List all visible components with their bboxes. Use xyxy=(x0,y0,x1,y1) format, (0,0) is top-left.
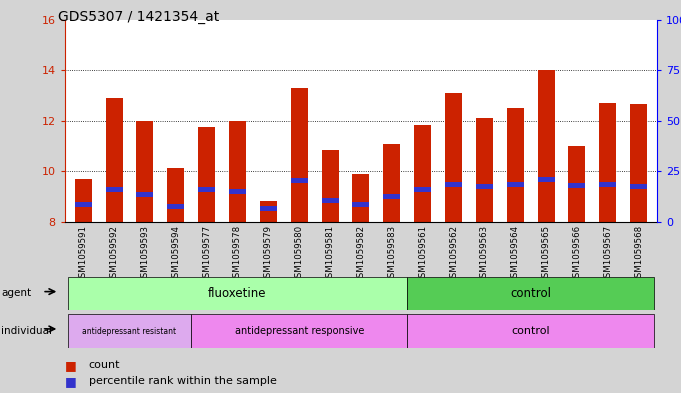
Bar xyxy=(136,121,153,222)
Text: GSM1059592: GSM1059592 xyxy=(110,225,118,283)
Text: GSM1059578: GSM1059578 xyxy=(233,225,242,283)
Bar xyxy=(168,168,185,222)
Text: GSM1059579: GSM1059579 xyxy=(264,225,273,283)
Bar xyxy=(321,150,338,222)
Text: control: control xyxy=(511,326,550,336)
Text: GSM1059581: GSM1059581 xyxy=(326,225,334,283)
Bar xyxy=(291,178,308,183)
Text: GSM1059577: GSM1059577 xyxy=(202,225,211,283)
Text: GSM1059591: GSM1059591 xyxy=(79,225,88,283)
Bar xyxy=(383,143,400,222)
Text: ■: ■ xyxy=(65,359,76,372)
Text: GDS5307 / 1421354_at: GDS5307 / 1421354_at xyxy=(58,10,219,24)
Bar xyxy=(198,187,215,192)
Bar xyxy=(630,105,647,222)
Bar xyxy=(445,93,462,222)
Text: GSM1059563: GSM1059563 xyxy=(480,225,489,283)
Text: GSM1059562: GSM1059562 xyxy=(449,225,458,283)
Bar xyxy=(229,189,246,194)
Text: GSM1059567: GSM1059567 xyxy=(603,225,612,283)
Bar xyxy=(476,118,493,222)
Bar xyxy=(569,146,586,222)
Text: GSM1059564: GSM1059564 xyxy=(511,225,520,283)
Bar xyxy=(407,314,654,348)
Bar xyxy=(75,202,92,207)
Bar xyxy=(507,108,524,222)
Text: ■: ■ xyxy=(65,375,76,388)
Bar xyxy=(136,192,153,197)
Text: agent: agent xyxy=(1,288,31,298)
Bar xyxy=(260,206,277,211)
Text: GSM1059565: GSM1059565 xyxy=(541,225,550,283)
Text: antidepressant resistant: antidepressant resistant xyxy=(82,327,176,336)
Bar xyxy=(537,70,554,222)
Bar xyxy=(507,182,524,187)
Text: GSM1059583: GSM1059583 xyxy=(387,225,396,283)
Bar xyxy=(383,194,400,199)
Bar xyxy=(537,176,554,182)
Bar xyxy=(229,121,246,222)
Bar xyxy=(353,174,369,222)
Bar xyxy=(198,127,215,222)
Bar xyxy=(106,98,123,222)
Bar xyxy=(291,88,308,222)
Bar xyxy=(168,204,185,209)
Text: individual: individual xyxy=(1,326,52,336)
Bar xyxy=(569,183,586,188)
Text: GSM1059568: GSM1059568 xyxy=(634,225,643,283)
Text: percentile rank within the sample: percentile rank within the sample xyxy=(89,376,276,386)
Bar xyxy=(599,103,616,222)
Text: GSM1059580: GSM1059580 xyxy=(295,225,304,283)
Bar xyxy=(191,314,407,348)
Text: GSM1059594: GSM1059594 xyxy=(172,225,180,283)
Bar xyxy=(260,200,277,222)
Bar xyxy=(321,198,338,203)
Bar xyxy=(68,277,407,310)
Bar xyxy=(106,187,123,192)
Text: GSM1059593: GSM1059593 xyxy=(140,225,149,283)
Text: GSM1059561: GSM1059561 xyxy=(418,225,427,283)
Bar xyxy=(407,277,654,310)
Text: GSM1059582: GSM1059582 xyxy=(356,225,366,283)
Bar xyxy=(414,125,431,222)
Bar xyxy=(414,187,431,192)
Text: antidepressant responsive: antidepressant responsive xyxy=(234,326,364,336)
Bar xyxy=(599,182,616,187)
Text: fluoxetine: fluoxetine xyxy=(208,287,267,300)
Bar xyxy=(476,184,493,189)
Bar xyxy=(445,182,462,187)
Bar xyxy=(75,179,92,222)
Bar xyxy=(68,314,191,348)
Text: count: count xyxy=(89,360,120,371)
Text: control: control xyxy=(510,287,551,300)
Bar xyxy=(630,184,647,189)
Bar xyxy=(353,202,369,207)
Text: GSM1059566: GSM1059566 xyxy=(573,225,582,283)
